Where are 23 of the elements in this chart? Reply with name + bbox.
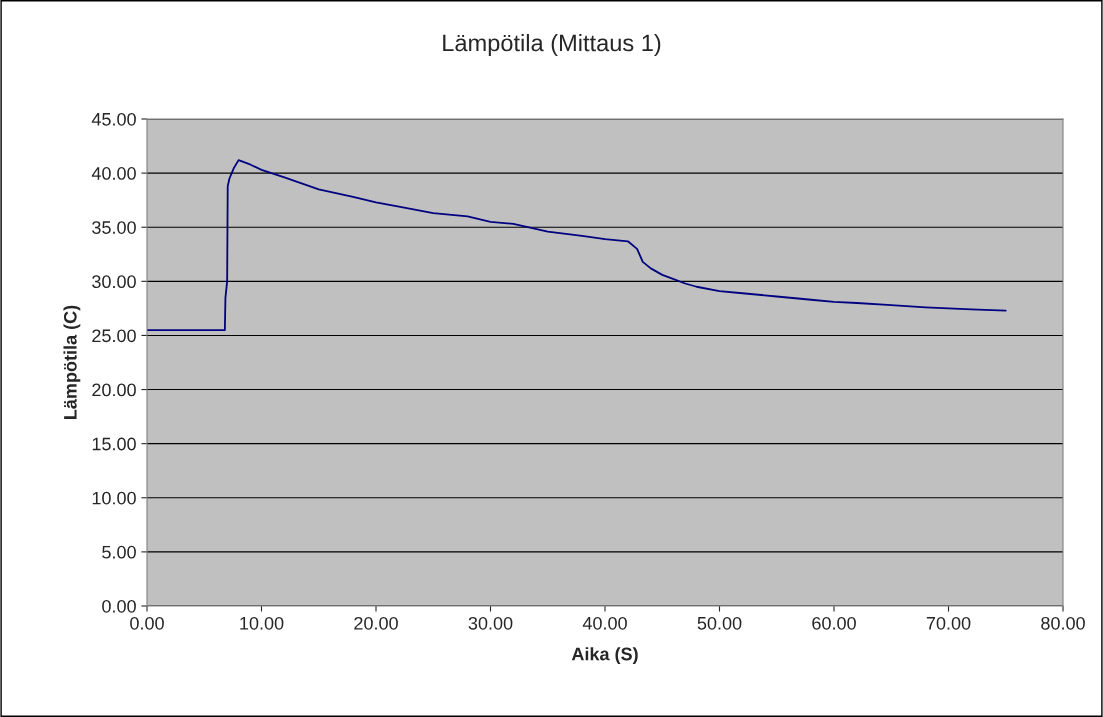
y-tick-label: 30.00 xyxy=(92,275,136,289)
y-tick-label: 25.00 xyxy=(92,329,136,343)
y-axis-title: Lämpötila (C) xyxy=(63,305,81,419)
x-tick-label: 0.00 xyxy=(130,616,164,630)
x-tick-label: 40.00 xyxy=(582,616,627,630)
chart-title: Lämpötila (Mittaus 1) xyxy=(443,34,661,56)
x-tick-label: 70.00 xyxy=(926,616,971,630)
y-tick-label: 40.00 xyxy=(91,167,136,180)
x-axis-title: Aika (S) xyxy=(571,647,638,664)
y-tick-label: 20.00 xyxy=(92,383,136,397)
x-tick-label: 20.00 xyxy=(354,616,398,630)
x-tick-label: 30.00 xyxy=(468,616,513,630)
y-tick-label: 10.00 xyxy=(92,491,136,505)
x-tick-label: 50.00 xyxy=(697,616,742,630)
line-series xyxy=(147,159,1007,331)
y-tick-label: 0.00 xyxy=(102,599,136,613)
x-tick-label: 60.00 xyxy=(812,616,856,630)
y-tick-label: 5.00 xyxy=(102,545,136,559)
y-tick-label: 35.00 xyxy=(92,221,136,234)
x-tick-label: 80.00 xyxy=(1041,616,1085,630)
y-tick-label: 45.00 xyxy=(91,112,136,126)
y-tick-label: 15.00 xyxy=(92,437,136,451)
x-tick-label: 10.00 xyxy=(240,616,284,630)
